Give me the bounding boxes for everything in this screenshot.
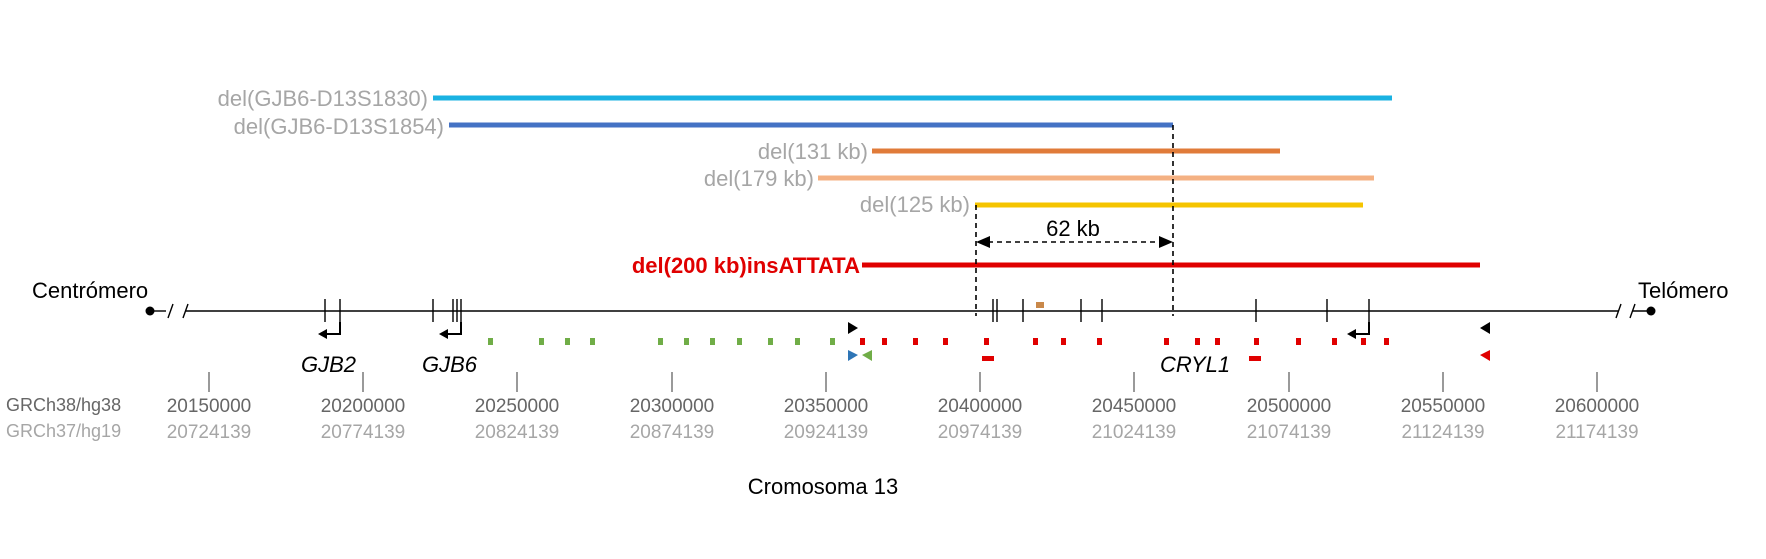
coord-hg19: 20974139 <box>938 422 1023 443</box>
axis-break-left-2 <box>182 303 189 319</box>
gjb2-arrowhead-icon <box>318 329 327 339</box>
deletion-label-179kb: del(179 kb) <box>704 166 814 191</box>
primers <box>848 322 1490 361</box>
axis-feature-ticks <box>324 299 1370 322</box>
chromosome-title: Cromosoma 13 <box>748 474 898 499</box>
coord-hg19: 21074139 <box>1247 422 1332 443</box>
coord-hg38: 20600000 <box>1555 396 1640 417</box>
gjb6-arrowhead-icon <box>439 329 448 339</box>
overlap-left-arrowhead <box>976 236 990 248</box>
assembly-label-hg38: GRCh38/hg38 <box>6 395 121 415</box>
coord-hg38: 20450000 <box>1092 396 1177 417</box>
axis-break-left-1 <box>167 303 174 319</box>
genes: GJB2 GJB6 CRYL1 <box>301 322 1370 377</box>
centromere-label: Centrómero <box>32 278 148 303</box>
coord-hg38: 20200000 <box>321 396 406 417</box>
coord-hg38: 20400000 <box>938 396 1023 417</box>
coord-hg19: 20724139 <box>167 422 252 443</box>
coord-hg38: 20550000 <box>1401 396 1486 417</box>
deletion-label-d13s1830: del(GJB6-D13S1830) <box>218 86 428 111</box>
markers-green <box>488 338 835 345</box>
overlap-label: 62 kb <box>1046 216 1100 241</box>
coord-hg19: 21174139 <box>1555 422 1638 443</box>
coord-hg19: 20924139 <box>784 422 869 443</box>
overlap-right-arrowhead <box>1159 236 1173 248</box>
deletion-label-200kb: del(200 kb)insATTATA <box>632 253 860 278</box>
overlap-bracket: 62 kb <box>975 125 1174 316</box>
cryl1-arrowhead-icon <box>1347 329 1356 339</box>
coordinate-ticks <box>208 372 1598 392</box>
coord-hg38: 20500000 <box>1247 396 1332 417</box>
deletion-label-d13s1854: del(GJB6-D13S1854) <box>234 114 444 139</box>
telomere-label: Telómero <box>1638 278 1728 303</box>
markers-red <box>860 338 1389 361</box>
gene-label-gjb2: GJB2 <box>301 352 356 377</box>
primer-black-forward-icon <box>848 322 858 334</box>
primer-green-reverse-icon <box>862 350 872 361</box>
coord-hg38: 20250000 <box>475 396 560 417</box>
axis-break-right-2 <box>1629 303 1636 319</box>
primer-black-reverse-icon <box>1480 322 1490 334</box>
deletion-label-131kb: del(131 kb) <box>758 139 868 164</box>
gjb2-transcription-arrow <box>322 322 341 335</box>
primer-blue-forward-icon <box>848 350 858 361</box>
gene-label-gjb6: GJB6 <box>422 352 478 377</box>
coord-hg19: 20874139 <box>630 422 715 443</box>
gjb6-transcription-arrow <box>443 322 462 335</box>
coord-hg19: 20824139 <box>475 422 560 443</box>
primer-red-reverse-icon <box>1480 350 1490 361</box>
deletion-label-125kb: del(125 kb) <box>860 192 970 217</box>
orange-marker <box>1036 302 1044 308</box>
coord-hg38: 20350000 <box>784 396 869 417</box>
assembly-label-hg19: GRCh37/hg19 <box>6 421 121 441</box>
axis-break-right-1 <box>1615 303 1622 319</box>
chromosome-axis: Centrómero Telómero <box>32 278 1728 322</box>
coordinate-labels: 20150000 20724139 20200000 20774139 2025… <box>167 396 1640 443</box>
coord-hg19: 21024139 <box>1092 422 1177 443</box>
coord-hg19: 20774139 <box>321 422 406 443</box>
coord-hg38: 20300000 <box>630 396 715 417</box>
gene-label-cryl1: CRYL1 <box>1160 352 1230 377</box>
coord-hg19: 21124139 <box>1401 422 1484 443</box>
coord-hg38: 20150000 <box>167 396 252 417</box>
deletion-bars: del(GJB6-D13S1830) del(GJB6-D13S1854) de… <box>218 86 1480 278</box>
cryl1-transcription-arrow <box>1351 322 1370 335</box>
